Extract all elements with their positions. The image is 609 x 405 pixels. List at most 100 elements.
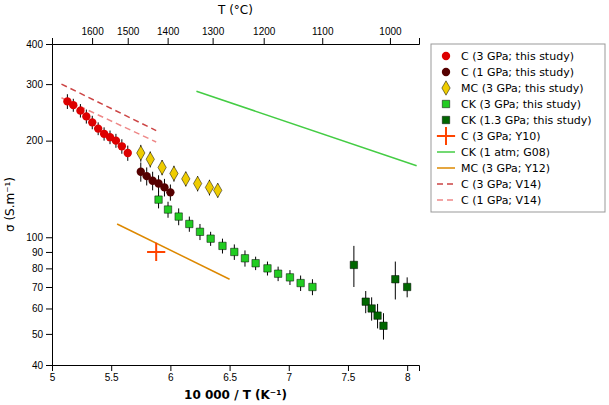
tick: 70 [32, 282, 52, 293]
legend-label: CK (1.3 GPa; this study) [461, 114, 592, 127]
tick-label: 8 [405, 372, 411, 383]
point [69, 101, 77, 109]
point [380, 322, 387, 329]
tick-label: 400 [26, 39, 43, 50]
tick-mark [46, 84, 52, 85]
tick-label: 5 [50, 372, 56, 383]
point [166, 188, 174, 196]
x2-axis-title: T (°C) [217, 3, 253, 17]
tick-mark [46, 365, 52, 366]
tick: 60 [32, 303, 52, 314]
tick-mark [92, 38, 93, 44]
tick: 7 [286, 365, 292, 383]
point [170, 166, 178, 180]
legend-label: C (3 GPa; Y10) [461, 130, 541, 143]
tick-mark [213, 38, 214, 44]
tick-label: 1000 [379, 26, 402, 37]
point [309, 283, 316, 290]
tick: 50 [32, 329, 52, 340]
legend-item: CK (1 atm; G08) [437, 146, 550, 159]
tick-label: 300 [26, 79, 43, 90]
tick-mark [46, 287, 52, 288]
tick: 1500 [117, 26, 140, 44]
line [61, 98, 156, 142]
point [274, 270, 281, 277]
tick-mark [46, 252, 52, 253]
tick-label: 50 [32, 329, 44, 340]
legend-item: C (3 GPa; Y10) [437, 127, 541, 145]
tick-label: 80 [32, 263, 44, 274]
tick: 1600 [81, 26, 104, 44]
legend-swatch [437, 127, 455, 145]
legend-swatch [437, 199, 455, 201]
point [186, 220, 193, 227]
point [403, 283, 410, 290]
point [214, 183, 222, 197]
tick-label: 1500 [117, 26, 140, 37]
legend-label: MC (3 GPa; this study) [461, 82, 583, 95]
marks [61, 84, 416, 339]
tick-label: 40 [32, 360, 44, 371]
point [392, 276, 399, 283]
tick-label: 7 [286, 372, 292, 383]
tick-label: 1400 [157, 26, 180, 37]
tick-mark [289, 365, 290, 371]
point [286, 274, 293, 281]
tick-label: 1600 [81, 26, 104, 37]
tick-mark [111, 365, 112, 371]
legend-label: CK (1 atm; G08) [461, 146, 550, 159]
tick: 1000 [379, 26, 402, 44]
point [350, 261, 357, 268]
tick-mark [407, 365, 408, 371]
tick-label: 200 [26, 135, 43, 146]
legend: C (3 GPa; this study) C (1 GPa; this stud… [431, 44, 605, 212]
tick: 6 [168, 365, 174, 383]
tick: 300 [26, 79, 52, 90]
legend-swatch [437, 151, 455, 153]
tick-mark [264, 38, 265, 44]
tick-mark [390, 38, 391, 44]
legend-item: C (3 GPa; V14) [437, 178, 541, 191]
axis-line [53, 38, 420, 45]
axis-line [53, 366, 420, 372]
point [264, 265, 271, 272]
x2-axis: 1600 1500 1400 1300 1200 1100 1000 [53, 26, 420, 45]
tick: 200 [26, 135, 52, 146]
point [158, 160, 166, 174]
tick-label: 1300 [202, 26, 225, 37]
tick-label: 1200 [253, 26, 276, 37]
line [117, 224, 229, 279]
point [241, 255, 248, 262]
tick-label: 6 [168, 372, 174, 383]
tick-label: 6.5 [223, 372, 237, 383]
legend-item: C (1 GPa; this study) [442, 66, 574, 79]
point [146, 152, 154, 166]
tick-mark [168, 38, 169, 44]
point [82, 112, 90, 120]
legend-label: C (3 GPa; this study) [461, 50, 574, 63]
legend-item: CK (1.3 GPa; this study) [442, 114, 591, 127]
legend-swatch [442, 52, 450, 60]
point [193, 176, 201, 190]
tick-mark [128, 38, 129, 44]
legend-item: CK (3 GPa; this study) [442, 98, 581, 111]
point [175, 213, 182, 220]
point [297, 279, 304, 286]
tick-label: 5.5 [105, 372, 119, 383]
line [196, 91, 416, 166]
tick: 5 [50, 365, 56, 383]
x-axis: 55.566.577.58 [50, 365, 420, 383]
tick-label: 60 [32, 303, 44, 314]
axis-line [46, 45, 53, 366]
point [368, 305, 375, 312]
tick-mark [230, 365, 231, 371]
legend-label: C (1 GPa; this study) [461, 66, 574, 79]
point [118, 142, 126, 150]
point [231, 248, 238, 255]
tick: 6.5 [223, 365, 237, 383]
tick: 1100 [312, 26, 334, 44]
tick: 100 [26, 232, 52, 243]
point [196, 228, 203, 235]
tick-mark [46, 334, 52, 335]
tick-mark [46, 237, 52, 238]
